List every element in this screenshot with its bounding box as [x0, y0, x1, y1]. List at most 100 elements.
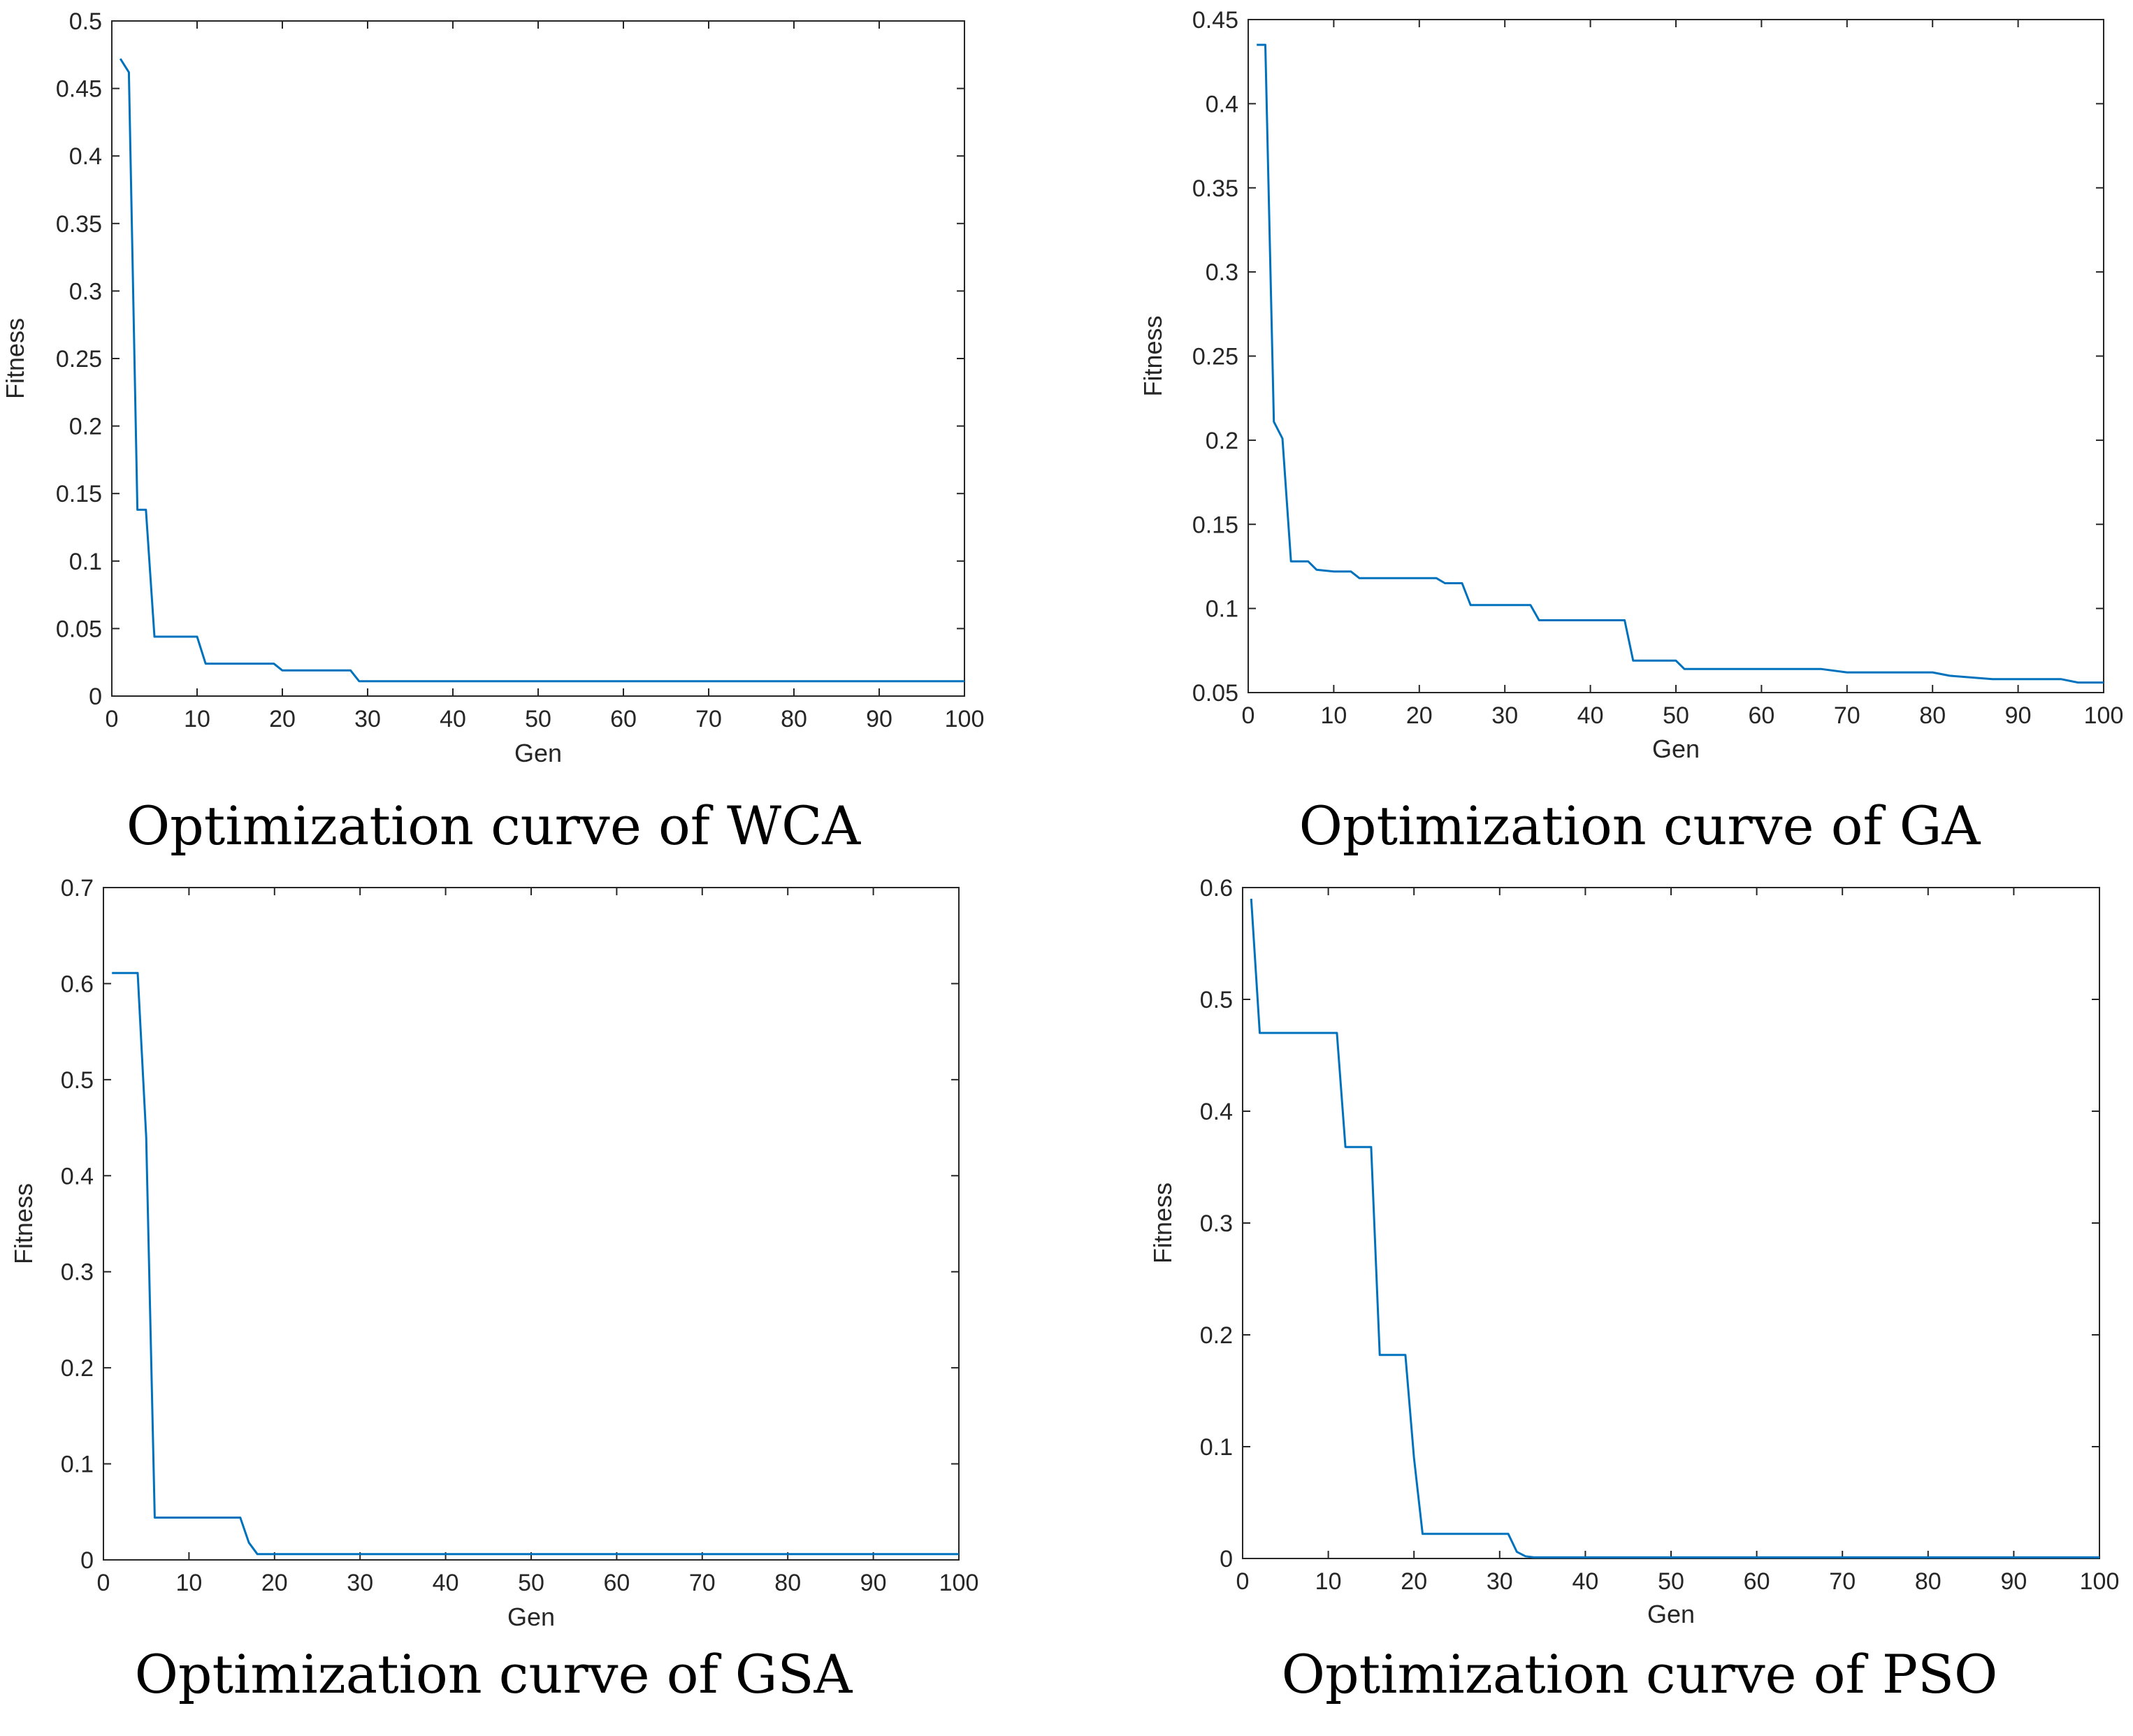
chart-panel-4: 0 10 20 30 40 50 60 70 80 90 100 0 0.1 0.2 0.3 0.4 0.5 0.…	[1148, 875, 2119, 1705]
plot-area	[1248, 19, 2104, 693]
x-tick-label: 80	[1919, 702, 1946, 729]
x-tick-label: 30	[1491, 702, 1518, 729]
x-tick-label: 50	[525, 706, 551, 732]
x-tick-label: 0	[106, 706, 119, 732]
y-tick-label: 0.7	[61, 875, 94, 902]
x-tick-label: 20	[1406, 702, 1433, 729]
x-tick-label: 40	[1577, 702, 1604, 729]
x-tick-label: 30	[347, 1570, 373, 1596]
chart-panel-1: 0 10 20 30 40 50 60 70 80 90 100 0 0.05 0.1 0.15 0.2 0.2…	[1, 8, 984, 857]
y-tick-label: 0.3	[1206, 259, 1238, 286]
chart-caption: Optimization curve of GA	[1299, 795, 1981, 857]
x-tick-label: 80	[1915, 1568, 1942, 1595]
y-axis-label: Fitness	[9, 1183, 38, 1264]
y-tick-label: 0.35	[56, 211, 102, 238]
x-tick-label: 20	[261, 1570, 288, 1596]
y-tick-label: 0.3	[1200, 1210, 1233, 1237]
x-tick-label: 60	[1748, 702, 1774, 729]
y-tick-label: 0.2	[69, 414, 102, 440]
y-tick-label: 0.1	[1200, 1434, 1233, 1461]
y-axis-label: Fitness	[1148, 1182, 1177, 1264]
x-tick-label: 90	[866, 706, 892, 732]
y-tick-label: 0.1	[61, 1452, 94, 1478]
series-line-ga	[1257, 43, 2104, 684]
y-tick-label: 0.1	[1206, 596, 1238, 623]
x-tick-label: 80	[781, 706, 807, 732]
y-tick-label: 0.15	[56, 481, 102, 507]
y-tick-label: 0.15	[1192, 512, 1238, 538]
x-tick-label: 10	[175, 1570, 202, 1596]
y-tick-label: 0.5	[61, 1067, 94, 1094]
x-tick-label: 40	[440, 706, 466, 732]
y-tick-label: 0.5	[69, 8, 102, 35]
x-tick-label: 100	[945, 706, 985, 732]
x-tick-label: 70	[695, 706, 722, 732]
y-tick-label: 0.25	[1192, 344, 1238, 370]
series-line-gsa	[112, 971, 959, 1556]
x-tick-label: 70	[689, 1570, 716, 1596]
y-tick-label: 0.2	[61, 1355, 94, 1382]
x-tick-label: 60	[610, 706, 637, 732]
x-tick-label: 10	[1320, 702, 1347, 729]
y-tick-label: 0.2	[1206, 428, 1238, 454]
x-tick-label: 30	[1487, 1568, 1513, 1595]
y-axis-label: Fitness	[1, 318, 29, 399]
chart-caption: Optimization curve of PSO	[1282, 1643, 1998, 1705]
x-tick-label: 0	[97, 1570, 110, 1596]
x-tick-label: 10	[1315, 1568, 1342, 1595]
y-tick-label: 0.45	[56, 76, 102, 103]
y-tick-label: 0.05	[56, 616, 102, 642]
y-tick-label: 0.6	[61, 971, 94, 997]
x-tick-label: 60	[1744, 1568, 1770, 1595]
x-tick-label: 20	[269, 706, 296, 732]
x-tick-label: 100	[2080, 1568, 2120, 1595]
y-tick-label: 0.6	[1200, 875, 1233, 902]
x-tick-label: 100	[2084, 702, 2124, 729]
plot-area	[1242, 887, 2100, 1559]
y-tick-label: 0.25	[56, 346, 102, 372]
x-axis-label: Gen	[1647, 1600, 1695, 1628]
y-tick-label: 0.4	[69, 143, 102, 170]
x-tick-label: 0	[1242, 702, 1255, 729]
chart-panel-2: 0 10 20 30 40 50 60 70 80 90 100 0.05 0.1 0.15 0.2 0.25…	[1138, 7, 2123, 857]
y-tick-label: 0	[80, 1547, 94, 1574]
y-tick-label: 0	[1220, 1546, 1233, 1572]
x-tick-label: 50	[1658, 1568, 1684, 1595]
x-tick-label: 90	[860, 1570, 887, 1596]
x-tick-label: 60	[603, 1570, 630, 1596]
x-tick-label: 90	[2000, 1568, 2027, 1595]
x-tick-label: 40	[1572, 1568, 1598, 1595]
x-tick-label: 10	[184, 706, 210, 732]
x-tick-label: 50	[1663, 702, 1689, 729]
y-tick-label: 0.4	[61, 1163, 94, 1189]
plot-area	[111, 20, 965, 697]
x-tick-label: 30	[354, 706, 381, 732]
y-tick-label: 0.1	[69, 549, 102, 575]
y-tick-label: 0.2	[1200, 1322, 1233, 1349]
x-tick-label: 70	[1829, 1568, 1856, 1595]
x-tick-label: 100	[939, 1570, 979, 1596]
series-line-pso	[1250, 898, 2099, 1558]
chart-caption: Optimization curve of WCA	[126, 795, 861, 857]
x-tick-label: 50	[518, 1570, 544, 1596]
y-tick-label: 0.3	[69, 278, 102, 305]
y-tick-label: 0.3	[61, 1259, 94, 1286]
chart-caption: Optimization curve of GSA	[135, 1643, 853, 1705]
y-tick-label: 0.45	[1192, 7, 1238, 34]
y-tick-label: 0	[89, 683, 102, 710]
x-tick-label: 70	[1834, 702, 1860, 729]
x-tick-label: 40	[433, 1570, 459, 1596]
x-axis-label: Gen	[514, 739, 562, 767]
x-tick-label: 20	[1401, 1568, 1427, 1595]
chart-panel-3: 0 10 20 30 40 50 60 70 80 90 100 0 0.1 0.2 0.3 0.4 0.5 0.…	[9, 875, 978, 1705]
series-line-wca	[119, 58, 964, 683]
y-tick-label: 0.4	[1206, 91, 1238, 117]
x-axis-label: Gen	[1652, 735, 1700, 763]
plot-area	[103, 887, 960, 1561]
x-tick-label: 80	[774, 1570, 801, 1596]
x-tick-label: 0	[1236, 1568, 1250, 1595]
y-tick-label: 0.35	[1192, 175, 1238, 202]
y-tick-label: 0.05	[1192, 680, 1238, 707]
y-tick-label: 0.5	[1200, 987, 1233, 1013]
